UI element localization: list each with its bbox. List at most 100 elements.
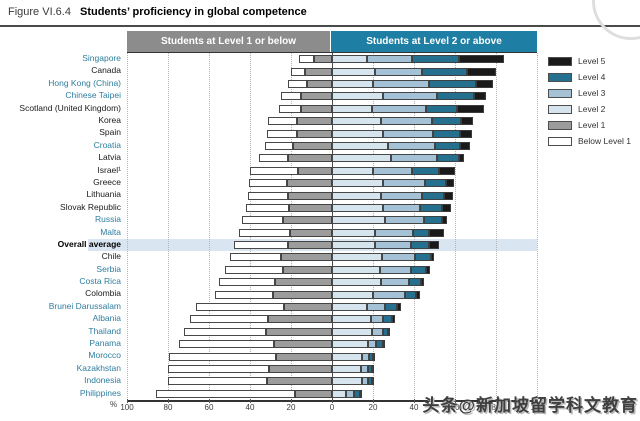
bar-segment-level-3: [381, 117, 433, 126]
country-label: Albania: [92, 313, 121, 324]
bar-segment-level-2: [332, 278, 382, 287]
country-label: Korea: [98, 114, 121, 125]
bar-segment-level-1: [287, 241, 332, 250]
bar-segment-level-1: [282, 216, 332, 225]
axis-tick-mark: [291, 399, 292, 403]
bar-row: [127, 203, 537, 212]
bar-segment-level-3: [391, 154, 437, 163]
bar-segment-below-level-1: [287, 79, 308, 88]
country-label: Lithuania: [86, 189, 121, 200]
header-level1-or-below: Students at Level 1 or below: [127, 31, 330, 52]
bar-segment-level-1: [283, 303, 332, 312]
watermark-text: 头条@新加坡留学科文教育: [422, 396, 638, 415]
bar-segment-level-1: [269, 365, 332, 374]
bar-segment-below-level-1: [291, 67, 306, 76]
bar-segment-level-4: [429, 79, 476, 88]
country-label: Scotland (United Kingdom): [19, 102, 121, 113]
axis-tick-label: 40: [245, 403, 255, 412]
bar-segment-level-3: [373, 79, 430, 88]
bar-segment-level-5: [373, 352, 375, 361]
bar-segment-level-4: [367, 365, 372, 374]
bar-segment-level-4: [422, 191, 444, 200]
bar-segment-level-3: [375, 241, 411, 250]
axis-tick-label: 40: [409, 403, 419, 412]
bar-segment-level-3: [385, 216, 425, 225]
bar-segment-level-4: [368, 352, 373, 361]
legend-label: Level 1: [578, 120, 606, 130]
bar-segment-level-3: [383, 129, 434, 138]
legend-label: Below Level 1: [578, 136, 631, 146]
bar-segment-below-level-1: [168, 365, 270, 374]
axis-tick-mark: [127, 399, 128, 403]
bar-segment-level-2: [332, 290, 373, 299]
bar-segment-level-2: [332, 377, 362, 386]
bar-segment-level-2: [332, 203, 384, 212]
gridline: [496, 53, 497, 400]
country-label: Kazakhstan: [76, 362, 121, 373]
bar-segment-level-1: [287, 191, 332, 200]
bar-segment-level-1: [268, 315, 332, 324]
bar-segment-level-5: [388, 327, 391, 336]
bar-row: [127, 79, 537, 88]
country-label: Indonesia: [84, 375, 121, 386]
bar-segment-level-3: [381, 278, 409, 287]
bar-segment-below-level-1: [265, 141, 294, 150]
axis-tick-label: 100: [530, 403, 544, 412]
bar-segment-level-2: [332, 117, 382, 126]
bar-segment-level-3: [370, 315, 384, 324]
bar-segment-level-4: [425, 179, 446, 188]
gridline: [291, 53, 292, 400]
bar-segment-below-level-1: [184, 327, 267, 336]
bar-segment-level-5: [426, 265, 431, 274]
country-label: Costa Rica: [79, 276, 121, 287]
bar-segment-level-2: [332, 55, 367, 64]
bar-segment-level-4: [410, 265, 427, 274]
bar-segment-level-2: [332, 265, 381, 274]
bar-segment-level-5: [431, 253, 435, 262]
bar-segment-level-3: [383, 179, 426, 188]
gridline: [455, 53, 456, 400]
bar-segment-level-5: [416, 290, 421, 299]
bar-segment-level-5: [396, 303, 401, 312]
axis-tick-mark: [250, 399, 251, 403]
bar-row: [127, 216, 537, 225]
axis-tick-label: 100: [120, 403, 134, 412]
bar-segment-level-4: [433, 129, 461, 138]
bar-segment-level-5: [371, 365, 374, 374]
bar-segment-below-level-1: [169, 352, 276, 361]
country-label: Slovak Republic: [60, 201, 121, 212]
bar-segment-level-2: [332, 315, 371, 324]
legend-label: Level 5: [578, 56, 606, 66]
bar-segment-level-5: [392, 315, 395, 324]
bar-segment-level-4: [376, 340, 384, 349]
bar-segment-level-3: [361, 377, 368, 386]
bar-segment-level-5: [429, 228, 444, 237]
bar-segment-below-level-1: [280, 92, 302, 101]
legend-item: Level 4: [548, 69, 631, 85]
bar-segment-level-5: [460, 129, 473, 138]
bar-segment-level-2: [332, 141, 389, 150]
bar-segment-level-5: [475, 79, 493, 88]
bar-row: [127, 290, 537, 299]
bar-segment-below-level-1: [267, 129, 298, 138]
zero-axis-line: [332, 53, 333, 400]
axis-tick-mark: [168, 399, 169, 403]
bar-segment-level-3: [375, 228, 413, 237]
bar-segment-level-1: [295, 389, 332, 398]
legend-label: Level 3: [578, 88, 606, 98]
bar-segment-level-5: [457, 104, 484, 113]
bar-segment-level-2: [332, 166, 373, 175]
bar-segment-level-3: [380, 265, 411, 274]
country-label: Serbia: [96, 263, 121, 274]
axis-tick-mark: [455, 399, 456, 403]
gridline: [250, 53, 251, 400]
bar-segment-level-5: [359, 389, 362, 398]
bar-segment-level-3: [361, 352, 369, 361]
bar-segment-level-1: [298, 166, 332, 175]
bar-segment-below-level-1: [250, 166, 299, 175]
bar-row: [127, 129, 537, 138]
country-label: Morocco: [88, 350, 121, 361]
bar-row: [127, 327, 537, 336]
figure-number: Figure VI.6.4: [8, 6, 71, 18]
